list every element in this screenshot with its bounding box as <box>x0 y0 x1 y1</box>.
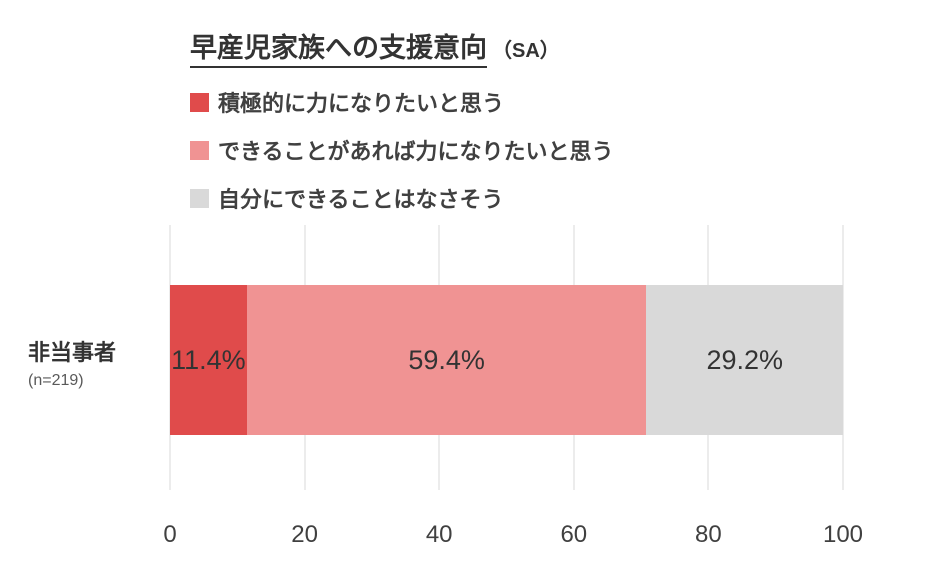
gridline <box>842 225 844 490</box>
category-axis-label: 非当事者 (n=219) <box>28 335 116 390</box>
x-tick-label: 0 <box>163 521 177 548</box>
category-sample-size: (n=219) <box>28 372 84 389</box>
plot-area: 0 20 40 60 80 100 11.4% 59.4% 29.2% <box>163 225 863 548</box>
chart-title-suffix: （SA） <box>492 40 560 62</box>
chart-title: 早産児家族への支援意向 （SA） <box>190 26 560 68</box>
legend: 積極的に力になりたいと思うできることがあれば力になりたいと思う 自分にできることは… <box>190 88 614 232</box>
x-tick-label: 40 <box>425 521 453 548</box>
legend-item: できることがあれば力になりたいと思う <box>190 136 614 164</box>
bar-segment: 11.4% <box>170 285 247 435</box>
x-tick-label: 60 <box>560 521 588 548</box>
legend-swatch-icon <box>190 92 209 112</box>
legend-item: 自分にできることはなさそう <box>190 184 614 212</box>
legend-label: できることがあれば力になりたいと思う <box>218 139 614 164</box>
segment-value-label: 29.2% <box>706 344 783 375</box>
legend-swatch-icon <box>190 140 209 160</box>
stacked-bar: 11.4% 59.4% 29.2% <box>170 285 843 435</box>
segment-value-label: 11.4% <box>171 344 246 375</box>
bar-segment: 59.4% <box>246 285 647 435</box>
legend-label: 積極的に力になりたいと思う <box>218 91 505 116</box>
chart-title-text: 早産児家族への支援意向 <box>190 33 487 68</box>
legend-item: 積極的に力になりたいと思う <box>190 88 614 116</box>
category-name: 非当事者 <box>28 340 117 365</box>
bar-segment: 29.2% <box>646 285 843 435</box>
x-tick-label: 80 <box>695 521 722 548</box>
x-tick-label: 100 <box>822 521 864 548</box>
legend-label: 自分にできることはなさそう <box>218 187 504 212</box>
x-tick-label: 20 <box>291 521 318 548</box>
legend-swatch-icon <box>190 188 209 208</box>
segment-value-label: 59.4% <box>408 344 485 375</box>
